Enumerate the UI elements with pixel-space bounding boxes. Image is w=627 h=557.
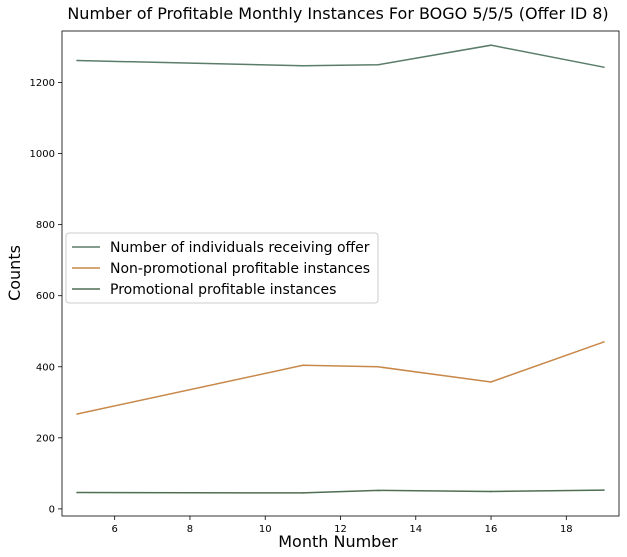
- legend-entry: Number of individuals receiving offer: [110, 240, 370, 256]
- x-tick-label: 8: [187, 524, 193, 535]
- y-tick-label: 1200: [30, 78, 55, 89]
- legend: Number of individuals receiving offer Non…: [65, 232, 379, 304]
- data-point: [603, 66, 605, 69]
- y-axis: 0 200 400 600 800 1000 1200: [30, 78, 62, 515]
- legend-box: [65, 232, 379, 304]
- data-point: [603, 489, 605, 491]
- legend-entry: Promotional profitable instances: [110, 282, 336, 298]
- y-tick-label: 600: [36, 291, 55, 302]
- data-point: [76, 491, 78, 494]
- series-line-2: [76, 341, 605, 415]
- y-tick-label: 0: [49, 504, 55, 515]
- y-tick-label: 400: [36, 362, 55, 373]
- x-axis: 6 8 10 12 14 16 18: [112, 516, 573, 535]
- y-tick-label: 800: [36, 220, 55, 231]
- chart-title: Number of Profitable Monthly Instances F…: [67, 4, 608, 23]
- data-point: [490, 44, 492, 47]
- y-axis-label: Counts: [5, 245, 24, 301]
- data-point: [377, 63, 379, 66]
- x-tick-label: 14: [409, 524, 422, 535]
- x-tick-label: 18: [560, 524, 573, 535]
- legend-entry: Non-promotional profitable instances: [110, 261, 370, 277]
- series-line-3: [77, 489, 604, 494]
- x-tick-label: 10: [259, 524, 272, 535]
- data-point: [377, 489, 379, 492]
- y-tick-label: 200: [36, 433, 55, 444]
- x-tick-label: 16: [485, 524, 498, 535]
- data-point: [76, 413, 78, 415]
- x-axis-label: Month Number: [278, 532, 398, 551]
- x-tick-label: 12: [334, 524, 347, 535]
- data-point: [377, 365, 379, 368]
- data-point: [490, 381, 492, 383]
- data-point: [76, 59, 78, 62]
- data-point: [302, 65, 304, 67]
- x-tick-label: 6: [112, 524, 118, 535]
- data-point: [603, 341, 605, 343]
- series-lines: [76, 44, 605, 494]
- data-point: [302, 364, 304, 367]
- data-point: [490, 490, 492, 493]
- y-tick-label: 1000: [30, 149, 55, 160]
- series-line-1: [77, 44, 605, 68]
- data-point: [302, 492, 304, 494]
